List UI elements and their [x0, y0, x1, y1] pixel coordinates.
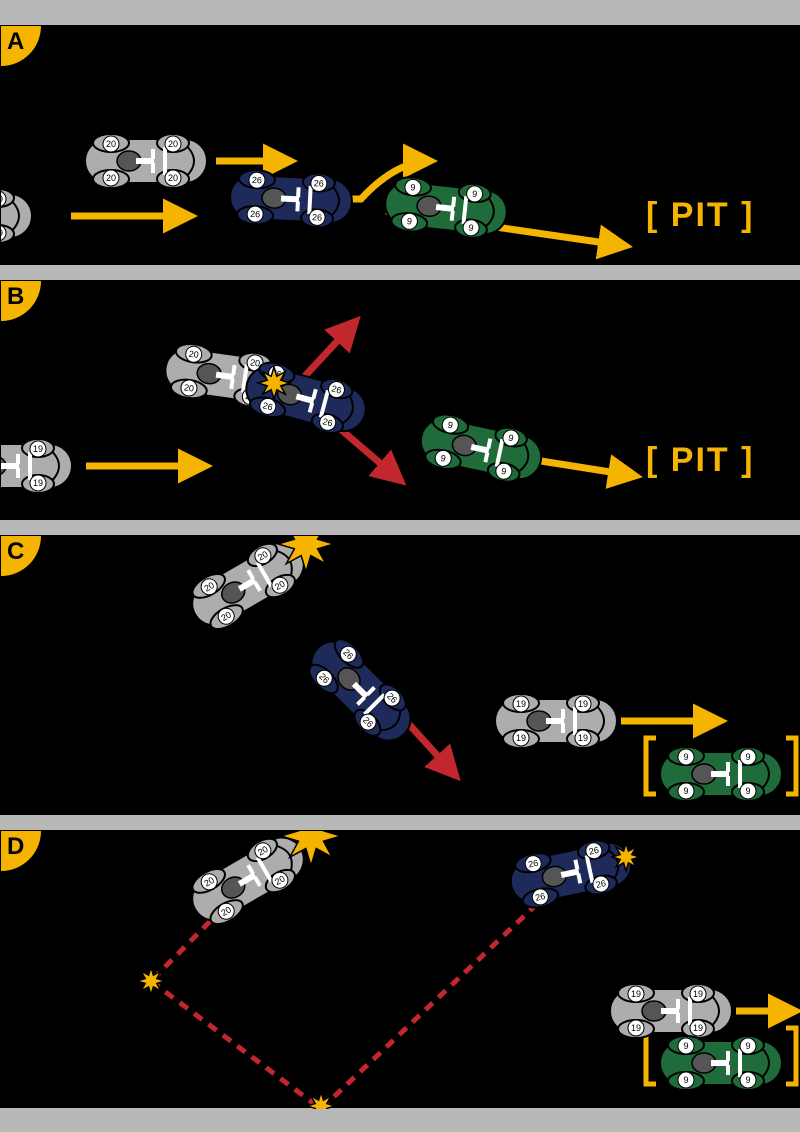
svg-text:26: 26	[252, 175, 263, 186]
svg-text:19: 19	[693, 989, 703, 999]
svg-text:19: 19	[516, 733, 526, 743]
svg-text:26: 26	[588, 845, 600, 857]
svg-text:19: 19	[1, 228, 3, 238]
panel-d: D 20	[0, 830, 800, 1108]
car-green-9: 9 9 9 9	[660, 1036, 782, 1090]
svg-text:19: 19	[1, 194, 3, 204]
pit-label: [ PIT ]	[646, 441, 754, 480]
svg-text:19: 19	[33, 444, 43, 454]
panel-b: B 19 19	[0, 280, 800, 520]
svg-text:19: 19	[693, 1023, 703, 1033]
svg-text:9: 9	[745, 1041, 750, 1051]
car-grey-19: 19 19 19 19	[495, 694, 617, 748]
svg-text:20: 20	[106, 173, 116, 183]
svg-text:9: 9	[745, 1075, 750, 1085]
svg-text:20: 20	[183, 382, 194, 393]
svg-text:9: 9	[468, 222, 474, 232]
svg-text:26: 26	[250, 209, 261, 220]
svg-text:19: 19	[578, 733, 588, 743]
svg-text:9: 9	[472, 189, 478, 199]
svg-text:9: 9	[683, 1041, 688, 1051]
svg-text:26: 26	[595, 878, 607, 890]
car-grey-20: 20 20 20 20	[182, 831, 315, 933]
svg-text:26: 26	[534, 891, 546, 903]
svg-text:20: 20	[168, 173, 178, 183]
svg-text:20: 20	[106, 139, 116, 149]
diagram-canvas: A 19 19	[0, 0, 800, 1132]
car-blue-26: 26 26 26 26	[299, 629, 423, 753]
svg-text:9: 9	[745, 786, 750, 796]
svg-text:26: 26	[527, 858, 539, 870]
panel-c: C 20	[0, 535, 800, 815]
car-blue-26: 26 26 26 26	[240, 357, 372, 441]
svg-text:19: 19	[516, 699, 526, 709]
svg-text:20: 20	[188, 349, 199, 360]
svg-text:9: 9	[745, 752, 750, 762]
svg-text:19: 19	[631, 1023, 641, 1033]
svg-text:19: 19	[578, 699, 588, 709]
svg-text:9: 9	[406, 216, 412, 226]
svg-text:26: 26	[314, 178, 325, 189]
svg-text:9: 9	[683, 1075, 688, 1085]
car-green-9: 9 9 9 9	[416, 410, 547, 488]
car-green-9: 9 9 9 9	[660, 747, 782, 801]
svg-text:19: 19	[631, 989, 641, 999]
car-blue-26: 26 26 26 26	[506, 834, 637, 912]
svg-text:20: 20	[168, 139, 178, 149]
car-green-9: 9 9 9 9	[383, 175, 510, 241]
svg-text:19: 19	[33, 478, 43, 488]
svg-text:9: 9	[683, 786, 688, 796]
car-grey-19: 19 19 19 19	[1, 439, 72, 493]
svg-text:26: 26	[312, 212, 323, 223]
svg-text:9: 9	[683, 752, 688, 762]
car-grey-19: 19 19 19 19	[1, 189, 32, 243]
car-grey-19: 19 19 19 19	[610, 984, 732, 1038]
svg-text:9: 9	[410, 182, 416, 192]
pit-label: [ PIT ]	[646, 196, 754, 235]
car-grey-20: 20 20 20 20	[85, 134, 207, 188]
panel-a: A 19 19	[0, 25, 800, 265]
car-blue-26: 26 26 26 26	[229, 169, 354, 229]
